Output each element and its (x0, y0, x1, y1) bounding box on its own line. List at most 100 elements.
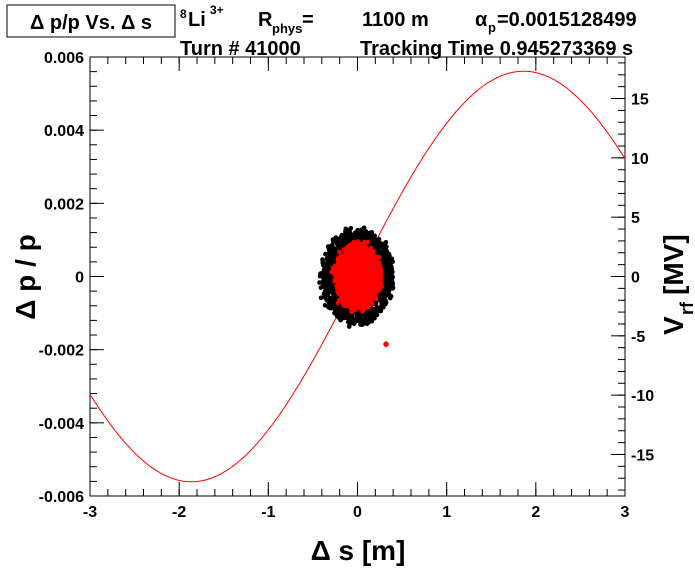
alpha-value: =0.0015128499 (497, 9, 637, 31)
particle-point-black (343, 315, 349, 320)
particle-point-red (342, 257, 348, 263)
particle-point-red (343, 251, 348, 257)
particle-point-black (325, 263, 331, 269)
particle-point-red (348, 253, 353, 259)
particle-point-red (337, 249, 342, 255)
y2-axis-title-sub: rf (677, 301, 695, 315)
particle-point-black (338, 240, 344, 246)
outlier-point (383, 341, 389, 347)
x-tick-label: 0 (353, 504, 362, 521)
particle-point-red (364, 291, 370, 297)
particle-point-red (340, 273, 345, 278)
particle-point-black (345, 237, 351, 243)
particle-point-red (347, 292, 353, 298)
particle-point-black (384, 244, 389, 249)
particle-point-black (335, 314, 340, 319)
particle-point-red (348, 289, 353, 295)
particle-point-red (353, 291, 359, 297)
particle-point-red (337, 262, 342, 267)
particle-point-black (328, 256, 334, 262)
particle-point-red (362, 277, 367, 282)
y-tick-label: -0.006 (39, 489, 84, 506)
particle-point-red (340, 279, 346, 285)
particle-point-black (329, 301, 334, 307)
particle-point-black (323, 251, 328, 257)
particle-point-red (366, 255, 372, 261)
y-axis-title: Δ p / p (10, 234, 41, 319)
particle-point-red (378, 275, 384, 281)
particle-point-black (369, 318, 375, 324)
particle-point-red (339, 253, 344, 258)
y2-tick-label: -10 (631, 388, 654, 405)
particle-point-black (359, 312, 365, 318)
particle-point-black (371, 241, 377, 246)
particle-point-red (344, 283, 349, 289)
particle-point-red (373, 293, 378, 299)
particle-point-black (322, 303, 328, 308)
isotope-symbol: Li (188, 9, 206, 31)
isotope-mass: 8 (180, 7, 187, 21)
particle-point-red (332, 277, 338, 282)
particle-point-black (343, 226, 349, 232)
turn-label: Turn # 41000 (180, 38, 301, 60)
particle-point-black (320, 283, 326, 289)
particle-point-red (357, 248, 362, 254)
particle-point-black (353, 319, 358, 325)
y-tick-label: 0 (75, 270, 84, 287)
y2-tick-label: 5 (631, 210, 640, 227)
particle-point-red (361, 253, 366, 258)
x-tick-label: -2 (172, 504, 186, 521)
particle-point-black (387, 293, 392, 299)
particle-point-black (372, 316, 377, 321)
particle-point-black (339, 312, 345, 318)
particle-point-red (369, 291, 374, 297)
isotope-charge: 3+ (210, 3, 224, 17)
particle-point-black (345, 319, 351, 325)
particle-point-red (362, 267, 368, 272)
y-tick-label: 0.004 (44, 123, 84, 140)
particle-point-red (358, 281, 364, 286)
particle-point-red (351, 257, 356, 262)
particle-point-black (324, 280, 329, 286)
particle-point-black (339, 309, 345, 315)
particle-point-black (385, 280, 391, 285)
particle-point-black (377, 308, 383, 314)
particle-point-red (342, 292, 347, 298)
particle-point-black (342, 236, 347, 241)
particle-point-red (353, 281, 359, 286)
particle-point-black (381, 304, 386, 310)
particle-point-red (367, 271, 372, 276)
particle-point-red (367, 287, 373, 293)
particle-point-black (360, 232, 366, 238)
particle-point-black (355, 227, 361, 233)
particle-point-black (381, 241, 386, 247)
particle-point-black (384, 285, 390, 291)
rphys-eq: = (302, 9, 314, 31)
particle-point-red (348, 244, 353, 250)
rphys-value: 1100 m (362, 9, 429, 31)
particle-point-black (321, 277, 327, 283)
particle-point-red (362, 301, 367, 307)
particle-point-black (334, 237, 340, 243)
y-tick-label: -0.002 (39, 343, 84, 360)
alpha-base: α (475, 9, 488, 31)
particle-point-red (344, 300, 349, 306)
particle-point-red (365, 239, 371, 245)
y-tick-label: 0.002 (44, 196, 84, 213)
particle-point-red (376, 266, 381, 271)
particle-point-black (357, 316, 363, 321)
particle-point-black (377, 240, 382, 246)
x-tick-label: 3 (621, 504, 630, 521)
alpha-sub: p (488, 20, 496, 35)
particle-point-red (336, 281, 341, 286)
particle-point-black (322, 294, 327, 299)
particle-point-black (337, 304, 343, 310)
particle-point-black (384, 248, 390, 254)
particle-point-red (339, 298, 344, 303)
x-tick-label: -3 (83, 504, 97, 521)
particle-point-red (366, 249, 371, 255)
particle-point-red (351, 264, 356, 270)
y2-tick-label: 10 (631, 151, 649, 168)
particle-point-red (375, 283, 380, 288)
x-axis-title: Δ s [m] (311, 535, 406, 566)
